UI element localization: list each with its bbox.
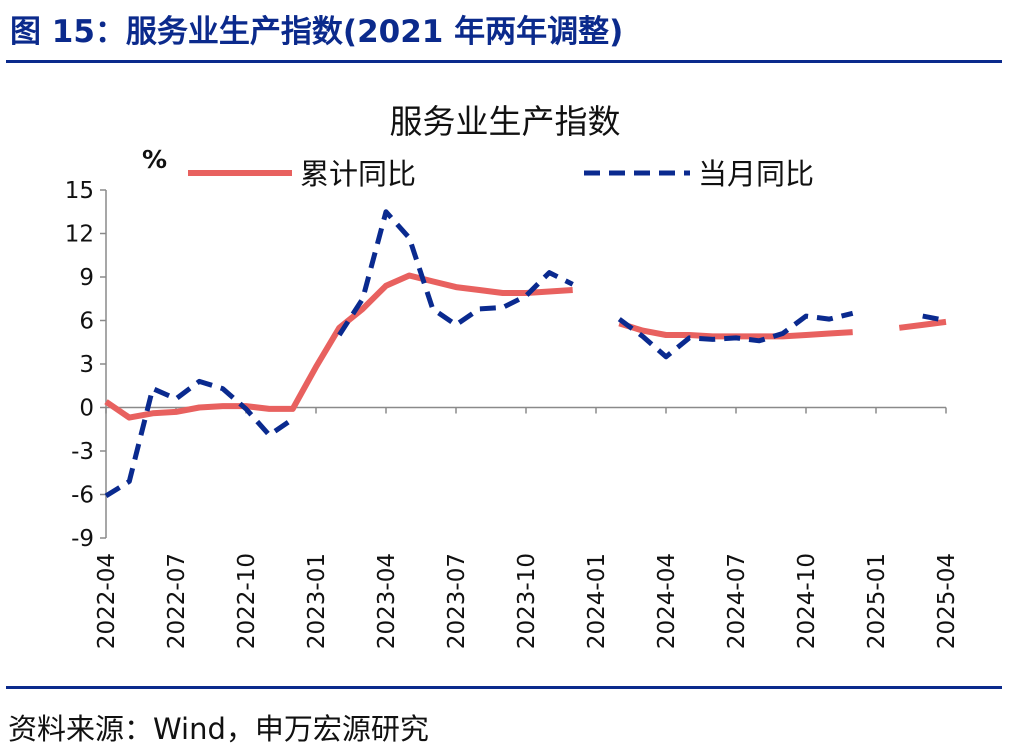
axes (100, 189, 947, 539)
bottom-rule (6, 686, 1002, 689)
y-tick-label: 6 (79, 309, 94, 335)
y-tick-label: 12 (65, 222, 94, 248)
y-tick-label: 3 (79, 352, 94, 378)
y-tick-label: 9 (79, 265, 94, 291)
y-tick-labels: 15 12 9 6 3 0 -3 -6 -9 (65, 178, 94, 552)
chart-title: 服务业生产指数 (390, 102, 621, 141)
legend-label: 累计同比 (300, 157, 416, 191)
x-tick-label: 2022-04 (94, 553, 120, 649)
y-tick-label: -6 (71, 483, 94, 509)
series-lines (104, 209, 947, 499)
y-tick-label: 0 (79, 396, 94, 422)
x-tick-label: 2022-10 (234, 553, 260, 649)
x-tick-label: 2022-07 (164, 553, 190, 649)
x-tick-label: 2024-10 (794, 553, 820, 649)
x-tick-label: 2024-04 (654, 553, 680, 649)
x-tick-label: 2025-01 (864, 553, 890, 649)
top-rule (6, 60, 1002, 63)
x-tick-label: 2023-01 (304, 553, 330, 649)
y-unit-label: % (142, 145, 167, 174)
y-tick-label: 15 (65, 178, 94, 204)
x-tick-label: 2023-10 (514, 553, 540, 649)
x-tick-labels: 2022-04 2022-07 2022-10 2023-01 2023-04 2023-… (94, 553, 960, 649)
x-tick-label: 2025-04 (934, 553, 960, 649)
x-tick-label: 2024-01 (584, 553, 610, 649)
y-tick-label: -3 (71, 439, 94, 465)
x-tick-label: 2023-04 (374, 553, 400, 649)
legend: 累计同比 当月同比 (188, 157, 814, 191)
x-tick-label: 2023-07 (444, 553, 470, 649)
series-line-monthly-yoy (104, 209, 947, 499)
line-chart: 服务业生产指数 % 累计同比 当月同比 15 12 9 6 3 0 -3 -6 -9 2022-0… (65, 102, 960, 649)
y-tick-label: -9 (71, 526, 94, 552)
x-tick-label: 2024-07 (724, 553, 750, 649)
legend-label: 当月同比 (698, 157, 814, 191)
figure-title: 图 15：服务业生产指数(2021 年两年调整) (10, 14, 624, 50)
source-note: 资料来源：Wind，申万宏源研究 (8, 712, 429, 746)
